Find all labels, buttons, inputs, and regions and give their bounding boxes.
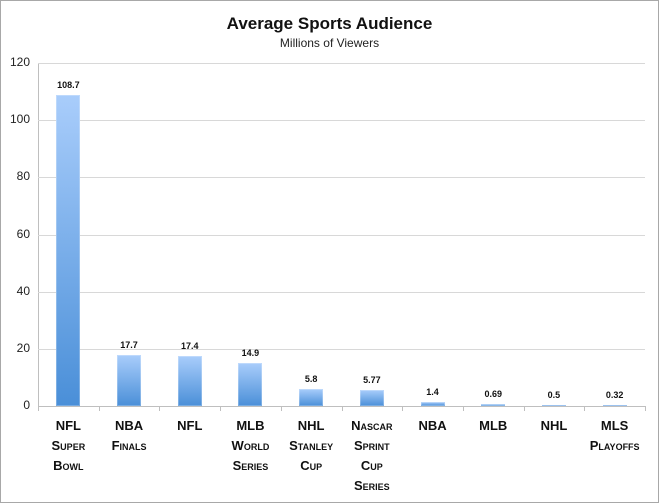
category-label-line: Finals (111, 438, 147, 453)
x-tick-mark (38, 406, 39, 411)
y-tick-label: 20 (16, 340, 30, 355)
chart-title: Average Sports Audience (226, 14, 433, 33)
category-label: NBA Finals (98, 416, 160, 456)
x-tick-mark (341, 406, 343, 411)
bar-value-label: 0.32 (605, 389, 624, 400)
bar[interactable] (238, 363, 263, 406)
category-label-line: Cup (360, 458, 383, 473)
category-label: MLS Playoffs (584, 416, 646, 456)
x-tick-mark (645, 406, 646, 411)
category-label: NBA (402, 416, 464, 436)
y-tick-label: 100 (9, 112, 30, 127)
category-label-line: NBA (418, 418, 447, 433)
bar-value-label: 0.5 (547, 389, 561, 400)
category-label-line: NFL (177, 418, 203, 433)
bar-value-label: 5.77 (363, 374, 381, 385)
y-tick-label: 60 (16, 226, 30, 241)
category-label-line: NHL (297, 418, 325, 433)
bar-value-label: 14.9 (241, 348, 260, 359)
x-tick-mark (98, 406, 100, 411)
category-label-line: Stanley (289, 438, 334, 453)
category-label-line: NFL (55, 418, 81, 433)
category-label-line: Series (232, 458, 269, 473)
category-label-line: World (231, 438, 270, 453)
category-label: NHL Stanley Cup (280, 416, 342, 476)
category-label-line: MLB (479, 418, 508, 433)
plot-area: 0 20 40 60 80 100 120 108.7 NFL Super Bowl 17.7 NBA F… (10, 55, 646, 493)
category-label-line: NBA (114, 418, 144, 433)
category-label: MLB World Series (219, 416, 281, 476)
bar[interactable] (481, 404, 506, 406)
x-tick-mark (462, 406, 464, 411)
category-label: NHL (523, 416, 585, 436)
bar[interactable] (541, 404, 566, 406)
category-label-line: Sprint (354, 438, 390, 453)
bar-value-label: 108.7 (57, 80, 80, 91)
bar[interactable] (299, 389, 324, 406)
category-label-line: Cup (300, 458, 323, 473)
gridline (38, 348, 645, 350)
x-tick-mark (159, 406, 161, 411)
category-label-line: MLB (236, 418, 265, 433)
bar[interactable] (420, 401, 445, 406)
x-tick-mark (584, 406, 586, 411)
category-label: NFL Super Bowl (37, 416, 99, 476)
gridline (38, 177, 645, 179)
bar[interactable] (177, 356, 202, 406)
bar[interactable] (117, 355, 142, 406)
category-label-line: Nascar (351, 418, 393, 433)
bar-value-label: 5.8 (304, 374, 318, 385)
category-label: Nascar Sprint Cup Series (341, 416, 403, 496)
y-tick-label: 0 (23, 398, 30, 412)
gridline (38, 234, 645, 236)
x-tick-mark (220, 406, 222, 411)
bar-value-label: 1.4 (426, 386, 439, 397)
bar[interactable] (359, 389, 384, 406)
gridline (38, 291, 645, 293)
x-tick-mark (280, 406, 282, 411)
bar-value-label: 17.7 (120, 340, 138, 351)
category-label-line: Super (51, 438, 86, 453)
category-label-line: Playoffs (589, 438, 640, 453)
bar[interactable] (56, 95, 81, 406)
bar-value-label: 0.69 (484, 389, 503, 400)
x-tick-mark (402, 406, 404, 411)
category-label-line: NHL (540, 418, 568, 433)
category-label: MLB (462, 416, 524, 436)
y-tick-label: 80 (16, 169, 30, 184)
category-label: NFL (159, 416, 221, 436)
chart-subtitle: Millions of Viewers (279, 36, 380, 50)
category-label-line: Series (354, 478, 390, 493)
y-tick-label: 40 (16, 283, 30, 298)
bar[interactable] (602, 404, 627, 406)
bar-value-label: 17.4 (180, 341, 199, 352)
y-tick-label: 120 (9, 55, 30, 69)
x-tick-mark (523, 406, 525, 411)
gridline (38, 120, 645, 122)
gridline (38, 63, 645, 64)
category-label-line: Bowl (53, 458, 84, 473)
category-label-line: MLS (600, 418, 629, 433)
